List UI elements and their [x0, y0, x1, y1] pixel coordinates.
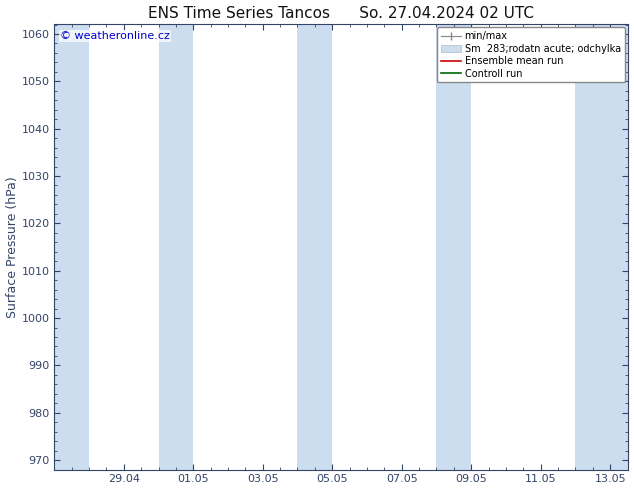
Bar	[158, 24, 193, 469]
Y-axis label: Surface Pressure (hPa): Surface Pressure (hPa)	[6, 176, 18, 318]
Bar	[576, 24, 628, 469]
Bar	[436, 24, 471, 469]
Bar	[55, 24, 89, 469]
Bar	[297, 24, 332, 469]
Title: ENS Time Series Tancos      So. 27.04.2024 02 UTC: ENS Time Series Tancos So. 27.04.2024 02…	[148, 5, 534, 21]
Text: © weatheronline.cz: © weatheronline.cz	[60, 31, 170, 41]
Legend: min/max, Sm  283;rodatn acute; odchylka, Ensemble mean run, Controll run: min/max, Sm 283;rodatn acute; odchylka, …	[437, 27, 624, 82]
